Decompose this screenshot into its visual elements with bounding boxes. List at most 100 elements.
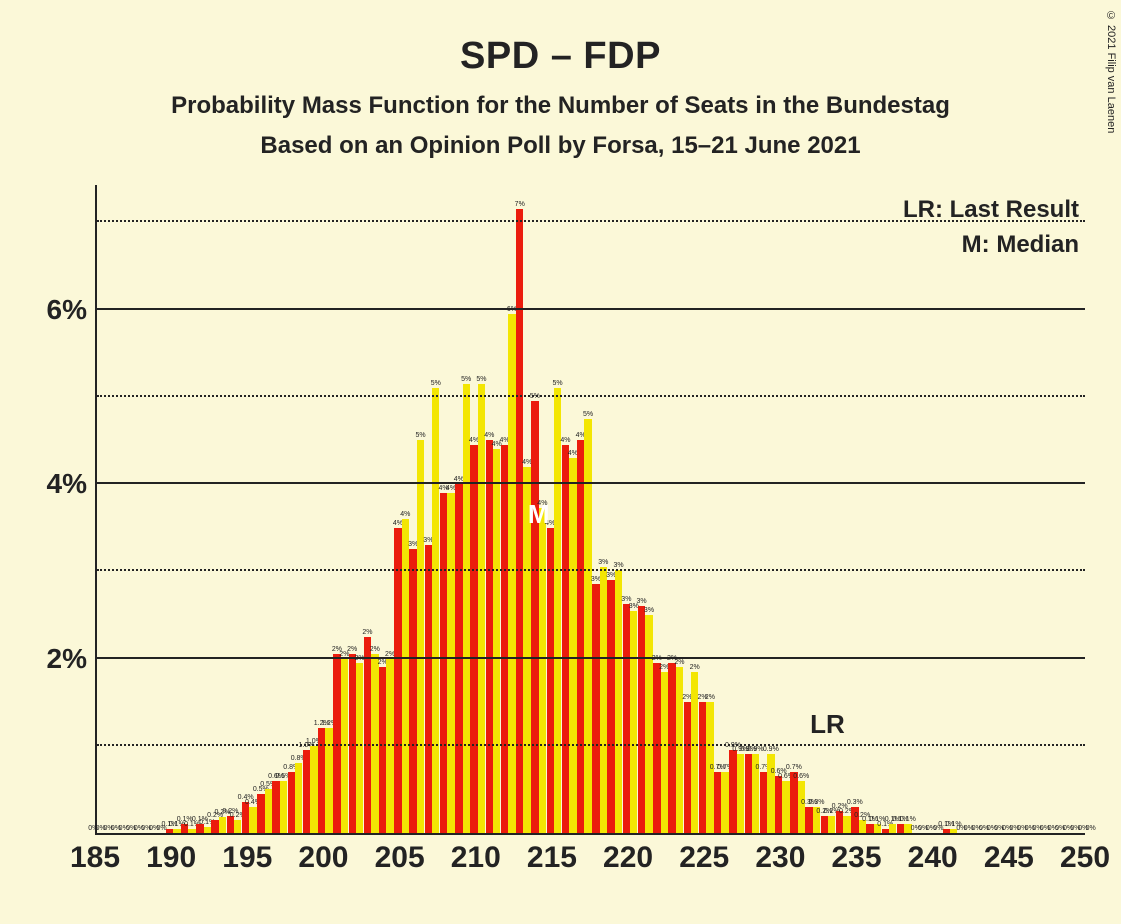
x-tick-label: 200	[298, 841, 348, 875]
bar-red: 4%	[394, 528, 401, 833]
bar-yellow: 0.2%	[219, 817, 226, 833]
x-tick-label: 250	[1060, 841, 1110, 875]
bar-yellow: 0.8%	[295, 763, 302, 833]
bar-value-label: 0.7%	[786, 764, 802, 772]
x-tick-label: 205	[375, 841, 425, 875]
bar-value-label: 2%	[674, 659, 684, 667]
bar-red: 3%	[623, 604, 630, 833]
bar-yellow: 0.9%	[737, 754, 744, 833]
main-title: SPD – FDP	[0, 35, 1121, 78]
bar-red: 0.1%	[866, 824, 873, 833]
bar-yellow: 0.1%	[188, 829, 195, 833]
median-marker: M	[528, 499, 550, 530]
bar-yellow: 3%	[600, 567, 607, 833]
bar-value-label: 3%	[598, 559, 608, 567]
bar-yellow: 5%	[417, 440, 424, 833]
bar-red: 3%	[638, 606, 645, 833]
bar-value-label: 2%	[690, 664, 700, 672]
bar-red: 3%	[409, 549, 416, 833]
gridline-minor	[97, 220, 1085, 222]
bar-red: 1.0%	[303, 750, 310, 833]
bar-red: 0.7%	[760, 772, 767, 833]
bar-red: 3%	[592, 584, 599, 833]
bar-red: 0.9%	[729, 750, 736, 833]
bar-yellow: 1.0%	[310, 746, 317, 833]
bar-red: 2%	[684, 702, 691, 833]
x-tick-label: 210	[451, 841, 501, 875]
bar-value-label: 2%	[362, 629, 372, 637]
y-tick-label: 2%	[47, 643, 97, 675]
bar-value-label: 7%	[515, 201, 525, 209]
subtitle-line-1: Probability Mass Function for the Number…	[0, 92, 1121, 120]
plot-area: LR: Last Result M: Median 0%0%0%0%0%0%0%…	[95, 185, 1085, 835]
bar-red: 4%	[562, 445, 569, 833]
bar-red: 4%	[577, 440, 584, 833]
x-tick-label: 220	[603, 841, 653, 875]
x-tick-label: 225	[679, 841, 729, 875]
x-tick-label: 215	[527, 841, 577, 875]
bar-yellow: 0.1%	[173, 829, 180, 833]
title-block: SPD – FDP Probability Mass Function for …	[0, 0, 1121, 160]
bar-value-label: 5%	[583, 411, 593, 419]
bar-yellow: 0.6%	[798, 781, 805, 833]
bar-red: 4%	[501, 445, 508, 833]
gridline-major	[97, 657, 1085, 659]
bar-red: 2%	[668, 663, 675, 833]
bar-red: 3%	[607, 580, 614, 833]
bar-red: 0.7%	[790, 772, 797, 833]
bar-value-label: 4%	[400, 511, 410, 519]
bar-yellow: 3%	[630, 611, 637, 833]
last-result-marker: LR	[810, 709, 845, 740]
bar-value-label: 0%	[1086, 825, 1096, 833]
gridline-minor	[97, 744, 1085, 746]
bar-yellow: 3%	[615, 570, 622, 833]
x-tick-label: 240	[908, 841, 958, 875]
bar-yellow: 0.2%	[843, 816, 850, 833]
bar-red: 4%	[440, 493, 447, 833]
bar-yellow: 4%	[569, 458, 576, 833]
x-tick-label: 230	[755, 841, 805, 875]
bar-red: 4%	[470, 445, 477, 833]
x-tick-label: 190	[146, 841, 196, 875]
bar-value-label: 0.9%	[748, 746, 764, 754]
bar-yellow: 0.2%	[828, 816, 835, 833]
bar-yellow: 0.7%	[721, 772, 728, 833]
bar-yellow: 4%	[447, 493, 454, 833]
bar-container: 0%0%0%0%0%0%0%0%0%0%0.1%0.1%0.1%0.1%0.1%…	[97, 185, 1085, 833]
bar-red: 4%	[547, 528, 554, 833]
gridline-minor	[97, 395, 1085, 397]
chart: LR: Last Result M: Median 0%0%0%0%0%0%0%…	[30, 185, 1090, 885]
bar-yellow: 0.2%	[234, 820, 241, 833]
bar-yellow: 4%	[402, 519, 409, 833]
bar-value-label: 4%	[484, 432, 494, 440]
bar-yellow: 2%	[676, 667, 683, 833]
gridline-major	[97, 308, 1085, 310]
bar-red: 0.1%	[943, 829, 950, 833]
bar-value-label: 0.3%	[847, 799, 863, 807]
bar-yellow: 5%	[463, 384, 470, 833]
y-tick-label: 6%	[47, 294, 97, 326]
bar-yellow: 0.1%	[889, 824, 896, 833]
bar-yellow: 0.6%	[280, 781, 287, 833]
bar-red: 0.4%	[242, 802, 249, 833]
copyright-text: © 2021 Filip van Laenen	[1105, 10, 1117, 133]
bar-value-label: 0.1%	[900, 816, 916, 824]
bar-yellow: 0.4%	[249, 807, 256, 833]
bar-value-label: 3%	[644, 607, 654, 615]
bar-value-label: 4%	[560, 437, 570, 445]
bar-value-label: 5%	[476, 376, 486, 384]
bar-red: 0.5%	[257, 794, 264, 833]
bar-red: 5%	[531, 401, 538, 833]
bar-red: 0.6%	[775, 776, 782, 833]
x-axis-labels: 1851901952002052102152202252302352402452…	[95, 841, 1085, 881]
bar-value-label: 0.3%	[809, 799, 825, 807]
x-tick-label: 185	[70, 841, 120, 875]
y-tick-label: 4%	[47, 468, 97, 500]
bar-yellow: 3%	[645, 615, 652, 833]
bar-red: 0.2%	[821, 816, 828, 833]
bar-red: 7%	[516, 209, 523, 833]
bar-red: 4%	[486, 440, 493, 833]
gridline-major	[97, 482, 1085, 484]
bar-yellow: 5%	[432, 388, 439, 833]
bar-value-label: 3%	[637, 598, 647, 606]
